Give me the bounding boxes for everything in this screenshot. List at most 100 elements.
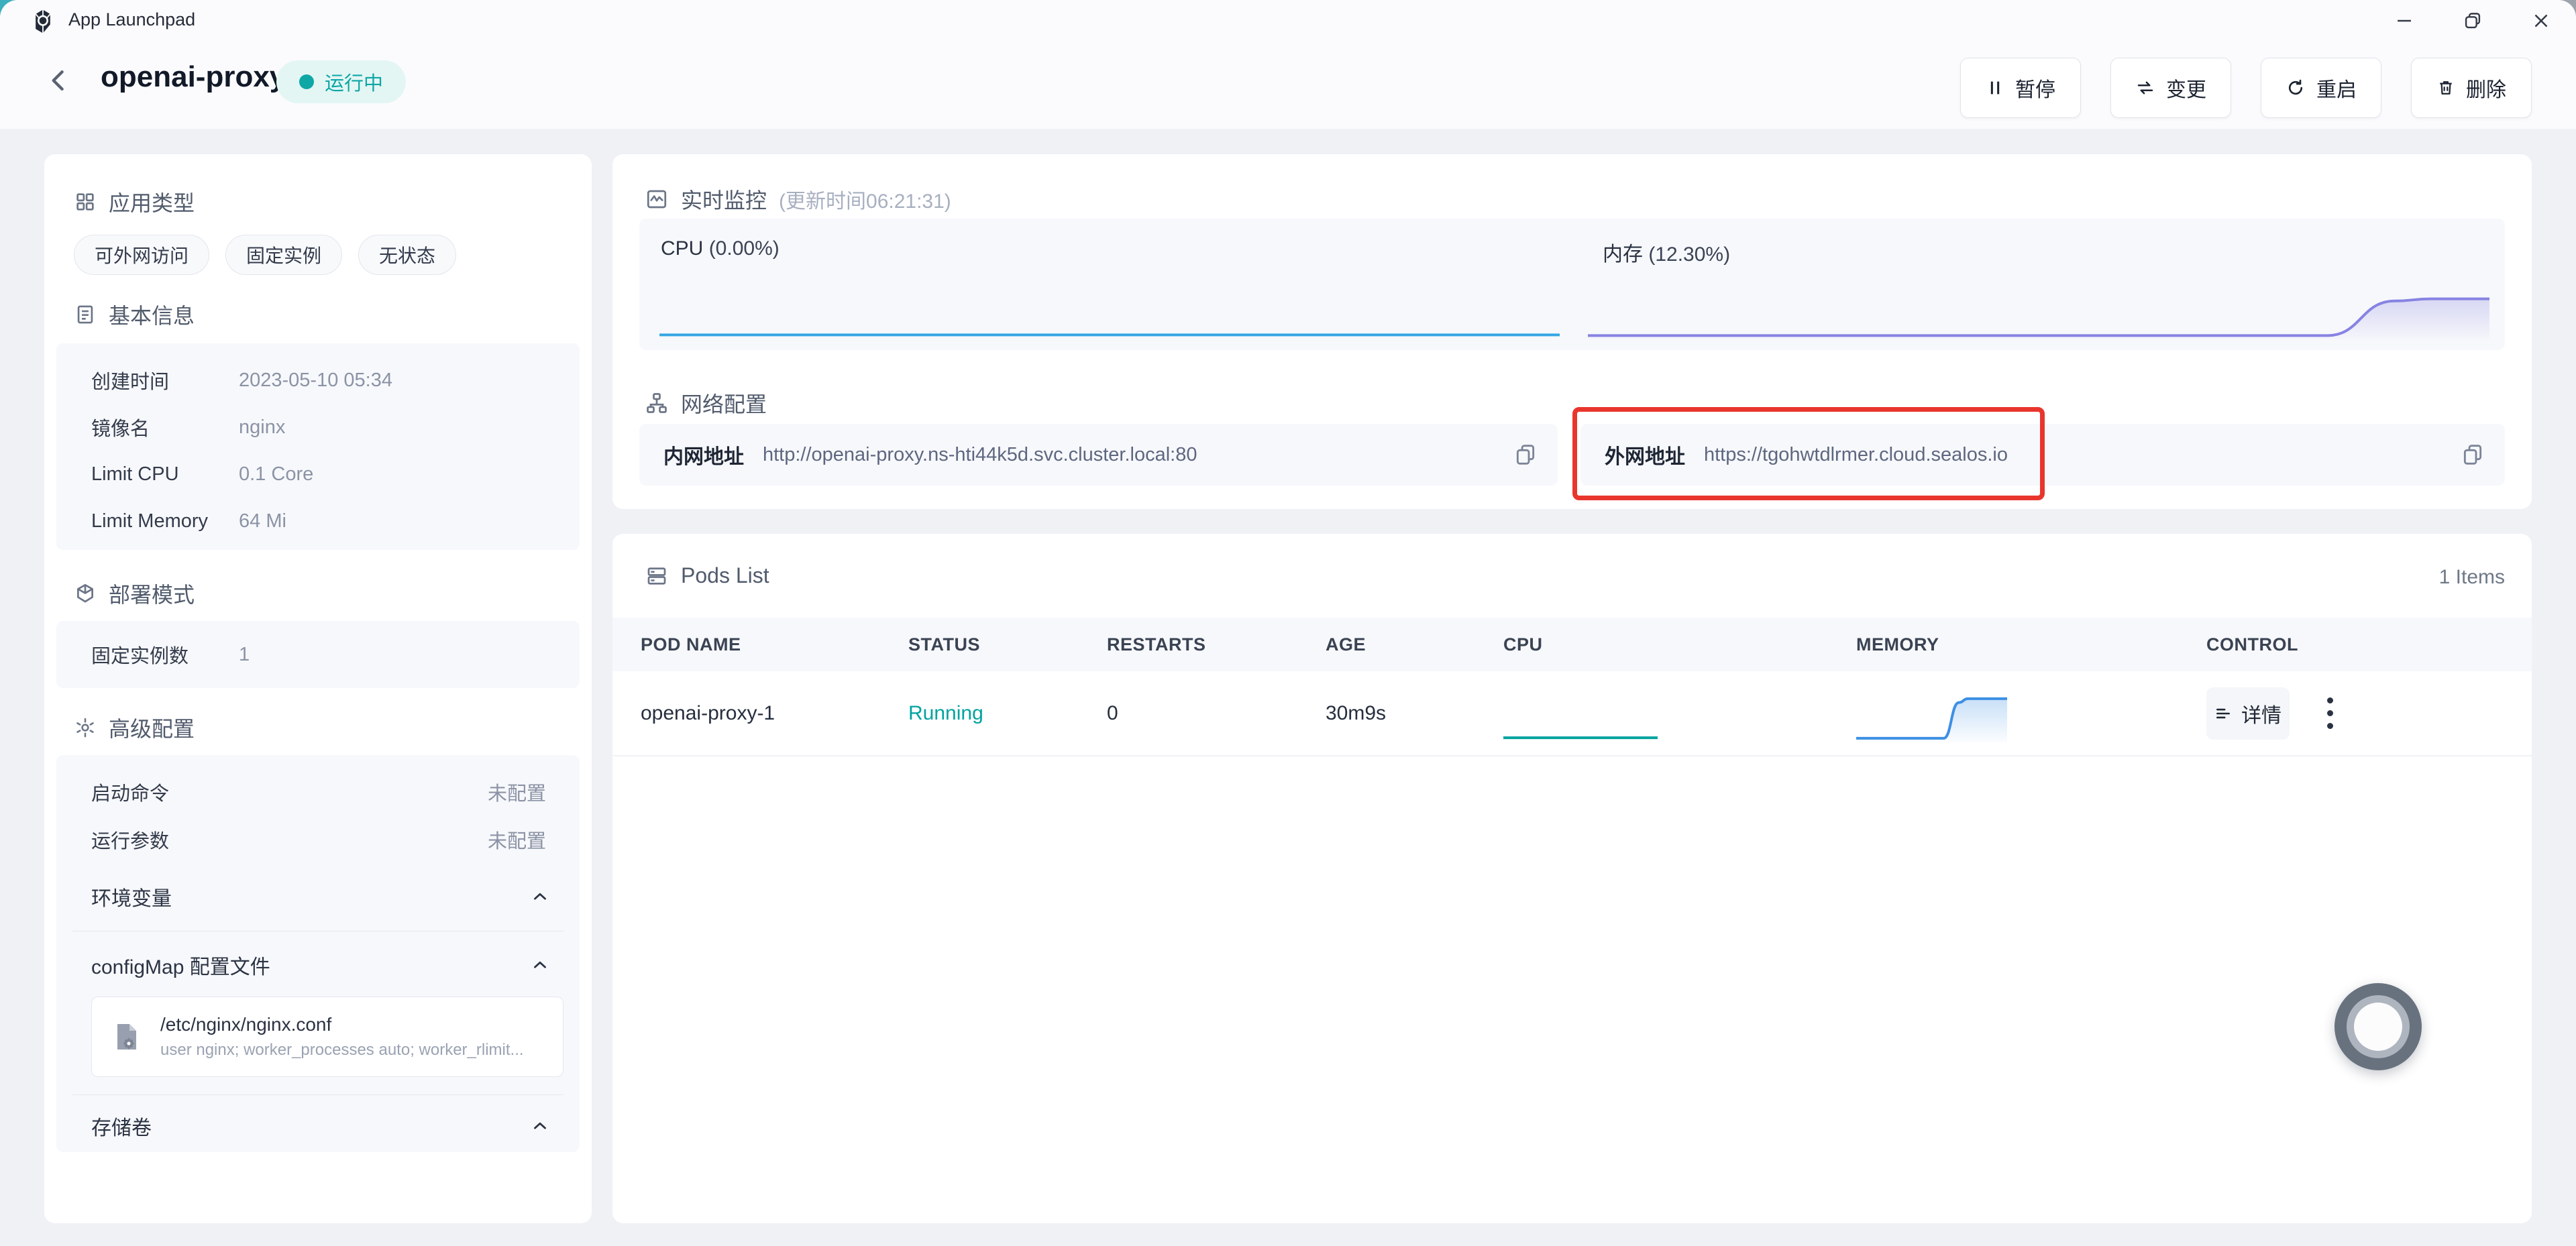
pod-detail-label: 详情	[2241, 704, 2282, 727]
advanced-title-text: 高级配置	[109, 717, 195, 741]
back-button[interactable]	[39, 60, 79, 101]
monitor-chart-icon	[647, 190, 667, 209]
kebab-menu-icon[interactable]	[2327, 697, 2333, 729]
status-badge: 运行中	[276, 60, 407, 103]
minimize-button[interactable]	[2387, 3, 2422, 38]
change-button[interactable]: 变更	[2110, 58, 2231, 118]
restore-button[interactable]	[2455, 3, 2490, 38]
gear-icon	[76, 718, 94, 738]
pod-cpu-sparkline	[1503, 736, 1658, 739]
app-launchpad-logo-icon	[30, 8, 56, 35]
pods-list-icon	[647, 567, 666, 585]
configmap-collapse[interactable]: configMap 配置文件	[56, 942, 580, 988]
page-title: openai-proxy	[101, 60, 286, 93]
info-row: 镜像名 nginx	[56, 404, 580, 451]
delete-button[interactable]: 删除	[2411, 58, 2532, 118]
pod-restarts: 0	[1107, 701, 1118, 724]
internal-address-url: http://openai-proxy.ns-hti44k5d.svc.clus…	[763, 443, 1197, 465]
config-value: 未配置	[487, 831, 546, 852]
change-icon	[2137, 81, 2153, 95]
column-header-memory: MEMORY	[1856, 634, 1939, 655]
app-type-section-title: 应用类型	[74, 186, 195, 217]
config-label: 运行参数	[91, 831, 170, 852]
pause-button-label: 暂停	[2015, 79, 2055, 101]
floating-assistant-button[interactable]	[2334, 983, 2422, 1070]
file-preview: user nginx; worker_processes auto; worke…	[160, 1041, 524, 1059]
monitoring-section-title: 实时监控 (更新时间06:21:31)	[645, 184, 951, 215]
env-vars-collapse[interactable]: 环境变量	[56, 873, 580, 920]
column-header-control: CONTROL	[2206, 634, 2298, 655]
title-bar: App Launchpad	[0, 0, 2576, 42]
trash-icon	[2440, 81, 2452, 95]
advanced-section-title: 高级配置	[74, 712, 195, 743]
info-row: 创建时间 2023-05-10 05:34	[56, 357, 580, 404]
chevron-up-icon	[530, 955, 550, 975]
chevron-up-icon	[530, 1116, 550, 1136]
cpu-sparkline-chart	[659, 333, 1560, 337]
memory-chart-label: 内存 (12.30%)	[1603, 243, 1731, 266]
basic-info-title-text: 基本信息	[109, 304, 195, 328]
external-address-row: 外网地址 https://tgohwtdlrmer.cloud.sealos.i…	[1580, 424, 2505, 486]
pod-control-cell: 详情	[2206, 687, 2505, 740]
pods-title-text: Pods List	[681, 563, 769, 587]
info-row: 固定实例数 1	[56, 631, 580, 678]
column-header-status: STATUS	[908, 634, 980, 655]
app-type-tags: 可外网访问 固定实例 无状态	[74, 235, 457, 275]
configmap-file-item[interactable]: /etc/nginx/nginx.conf user nginx; worker…	[91, 997, 564, 1077]
info-label: Limit Memory	[91, 510, 209, 532]
pods-table-header: POD NAME STATUS RESTARTS AGE CPU MEMORY CONTRO…	[612, 618, 2532, 671]
floating-assistant-core	[2354, 1003, 2402, 1051]
document-icon	[77, 305, 93, 324]
pods-table-row: openai-proxy-1 Running 0 30m9s 详情	[612, 671, 2532, 756]
info-value: 1	[239, 643, 250, 665]
internal-address-row: 内网地址 http://openai-proxy.ns-hti44k5d.svc…	[639, 424, 1558, 486]
info-row: Limit CPU 0.1 Core	[56, 451, 580, 498]
external-address-label: 外网地址	[1605, 446, 1685, 468]
monitoring-box: CPU (0.00%) 内存 (12.30%)	[639, 219, 2505, 350]
pod-age: 30m9s	[1326, 701, 1387, 724]
network-icon	[647, 393, 667, 413]
copy-icon[interactable]	[2459, 441, 2486, 468]
info-value: 2023-05-10 05:34	[239, 369, 392, 391]
header-actions: 暂停 变更 重启 删除	[1960, 58, 2532, 118]
basic-info-section-title: 基本信息	[74, 299, 195, 330]
restart-icon	[2289, 79, 2303, 95]
external-address-url: https://tgohwtdlrmer.cloud.sealos.io	[1704, 443, 2008, 465]
pod-memory-chart-cell	[1856, 683, 2206, 744]
restart-button[interactable]: 重启	[2261, 58, 2381, 118]
info-label: 固定实例数	[91, 646, 189, 667]
column-header-restarts: RESTARTS	[1107, 634, 1206, 655]
column-header-cpu: CPU	[1503, 634, 1543, 655]
list-icon	[2216, 708, 2230, 718]
copy-icon[interactable]	[1512, 441, 1539, 468]
pause-button[interactable]: 暂停	[1960, 58, 2081, 118]
internal-address-label: 内网地址	[663, 446, 744, 468]
pod-cpu-chart-cell	[1503, 683, 1856, 744]
monitoring-title-text: 实时监控	[681, 188, 767, 213]
config-row: 运行参数 未配置	[56, 816, 580, 863]
pod-status: Running	[908, 701, 983, 724]
close-button[interactable]	[2524, 3, 2559, 38]
network-section-title: 网络配置	[645, 388, 767, 418]
chevron-up-icon	[530, 887, 550, 907]
info-value: 0.1 Core	[239, 463, 314, 485]
cpu-chart-label: CPU (0.00%)	[661, 237, 780, 260]
network-title-text: 网络配置	[681, 392, 767, 416]
file-path: /etc/nginx/nginx.conf	[160, 1014, 332, 1035]
pods-section-title: Pods List	[645, 563, 769, 588]
pod-detail-button[interactable]: 详情	[2206, 687, 2290, 740]
config-label: 启动命令	[91, 783, 170, 805]
delete-button-label: 删除	[2466, 79, 2506, 101]
env-vars-title: 环境变量	[91, 888, 172, 910]
app-type-tag: 可外网访问	[74, 235, 210, 275]
basic-info-box: 创建时间 2023-05-10 05:34 镜像名 nginx Limit CPU 0.1…	[56, 343, 580, 550]
cube-icon	[77, 583, 93, 603]
sidebar-card: 应用类型 可外网访问 固定实例 无状态 基本信息 创建时间 2023-05-10 05…	[44, 154, 592, 1223]
pod-memory-sparkline	[1856, 697, 2007, 742]
monitoring-network-card: 实时监控 (更新时间06:21:31) CPU (0.00%) 内存 (12.3…	[612, 154, 2532, 509]
app-type-tag: 固定实例	[225, 235, 343, 275]
deploy-mode-title-text: 部署模式	[109, 583, 195, 607]
storage-collapse[interactable]: 存储卷	[56, 1102, 580, 1149]
pause-icon	[1990, 81, 2000, 95]
file-texts: /etc/nginx/nginx.conf user nginx; worker…	[160, 1014, 524, 1060]
